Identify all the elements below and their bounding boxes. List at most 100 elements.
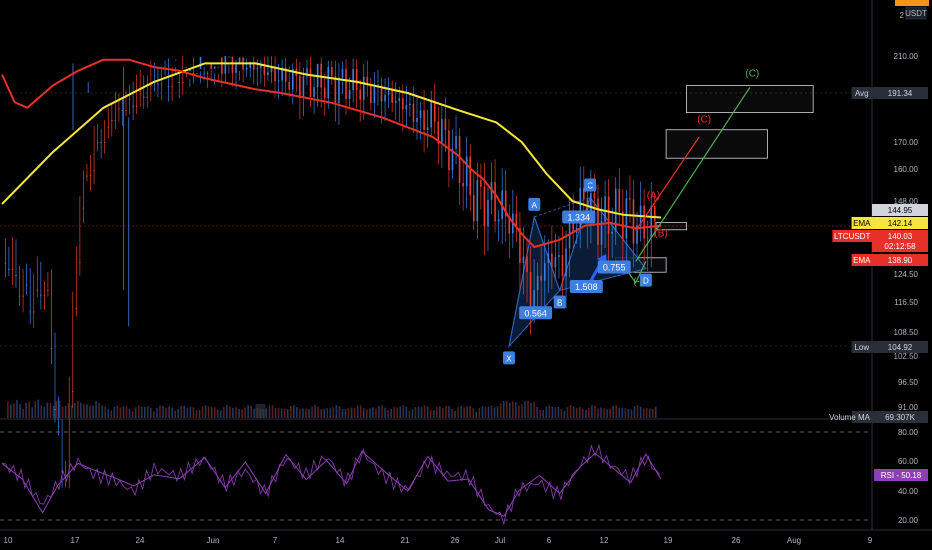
volume-bar (277, 408, 280, 418)
volume-bar (484, 406, 487, 418)
volume-bar (645, 408, 648, 418)
volume-bar (624, 408, 627, 418)
candle-body (217, 66, 220, 68)
axis-tag-label: Avg (855, 89, 869, 98)
volume-bar (466, 406, 468, 418)
axis-tag-value: 140.03 (888, 232, 913, 241)
wave-label: (C) (745, 68, 759, 79)
candle-body (18, 295, 21, 297)
candle-body (206, 73, 209, 75)
volume-bar (654, 406, 657, 418)
volume-bar (381, 405, 383, 418)
volume-bar (165, 407, 167, 418)
volume-tag-value-bg (872, 411, 928, 423)
price-tick-label: 170.00 (894, 138, 919, 147)
volume-bar (615, 405, 618, 418)
candle-body (568, 217, 571, 249)
volume-bar (296, 407, 298, 418)
volume-bar (83, 403, 85, 418)
price-tick-label: 20.00 (898, 516, 919, 525)
volume-bar (554, 407, 557, 418)
chart-labels: X A B C D 0.564 1.334 1.508 0.755 (C) (A) (B) (C) (C)… (502, 68, 759, 365)
candle-body (146, 96, 149, 98)
candle-body (61, 471, 63, 473)
candle-body (199, 56, 202, 69)
volume-bar (359, 405, 362, 418)
candle-body (472, 195, 475, 222)
candle-body (181, 82, 184, 83)
volume-bar (591, 405, 593, 418)
target-box (665, 129, 768, 159)
candle-body (402, 98, 404, 110)
volume-bar (600, 407, 602, 418)
candle-body (121, 110, 124, 112)
rsi-line (1, 450, 662, 517)
candle-body (373, 86, 376, 104)
time-tick-label: Jul (495, 536, 505, 545)
volume-bar (289, 405, 292, 418)
volume-bar (302, 408, 304, 418)
volume-bar (542, 410, 545, 418)
candle-body (519, 228, 521, 263)
candle-body (380, 84, 383, 102)
candle-body (86, 175, 88, 177)
currency-flag (895, 0, 929, 6)
volume-bar (229, 406, 231, 418)
time-tick-label: 19 (664, 536, 673, 545)
candle-body (263, 65, 266, 75)
volume-bar (648, 408, 651, 418)
candle-body (323, 87, 326, 99)
volume-bar (286, 409, 289, 418)
candle-body (4, 262, 7, 264)
time-axis-background (0, 530, 932, 550)
volume-bar (366, 409, 368, 418)
volume-bar (563, 410, 566, 418)
candle-body (103, 141, 106, 143)
candle-body (462, 182, 464, 187)
volume-bar (575, 407, 578, 418)
candle-body (160, 83, 163, 85)
candle-body (419, 110, 422, 118)
volume-bar (442, 407, 444, 418)
volume-bar (390, 408, 392, 418)
candle-body (604, 196, 606, 222)
volume-bar (439, 406, 441, 418)
volume-bar (168, 406, 170, 418)
axis-tag-countdown: 02:12:58 (884, 242, 916, 251)
volume-bar (338, 405, 341, 418)
volume-bar (92, 405, 94, 418)
candle-body (25, 284, 28, 286)
time-tick-label: 9 (868, 536, 873, 545)
volume-bar (95, 400, 97, 418)
candle-body (238, 57, 241, 65)
axis-tag-value-bg (872, 254, 928, 266)
time-tick-label: 10 (4, 536, 13, 545)
volume-bar (244, 407, 246, 418)
candle-body (157, 83, 159, 85)
candle-body (423, 110, 425, 131)
volume-bar (408, 410, 411, 418)
candle-body (231, 56, 234, 73)
volume-bar (478, 407, 481, 418)
candle-body (139, 90, 141, 92)
volume-bar (67, 403, 70, 418)
projection-line (635, 136, 700, 231)
volume-bar (253, 408, 256, 418)
candle-body (593, 192, 596, 199)
candle-body (582, 188, 585, 200)
candle-body (565, 248, 567, 277)
volume-tag-label: Volume MA (829, 413, 871, 422)
volume-bar (329, 408, 332, 418)
candle-body (281, 67, 283, 81)
axis-tag-value-bg (872, 87, 928, 99)
candle-body (508, 216, 511, 234)
price-tick-label: 60.00 (898, 457, 919, 466)
candle-body (210, 63, 212, 69)
volume-bar (46, 402, 49, 418)
volume-bar (515, 402, 517, 418)
candle-body (167, 86, 170, 88)
candle-body (189, 70, 191, 72)
target-boxes (615, 85, 814, 273)
volume-bar (651, 409, 654, 418)
